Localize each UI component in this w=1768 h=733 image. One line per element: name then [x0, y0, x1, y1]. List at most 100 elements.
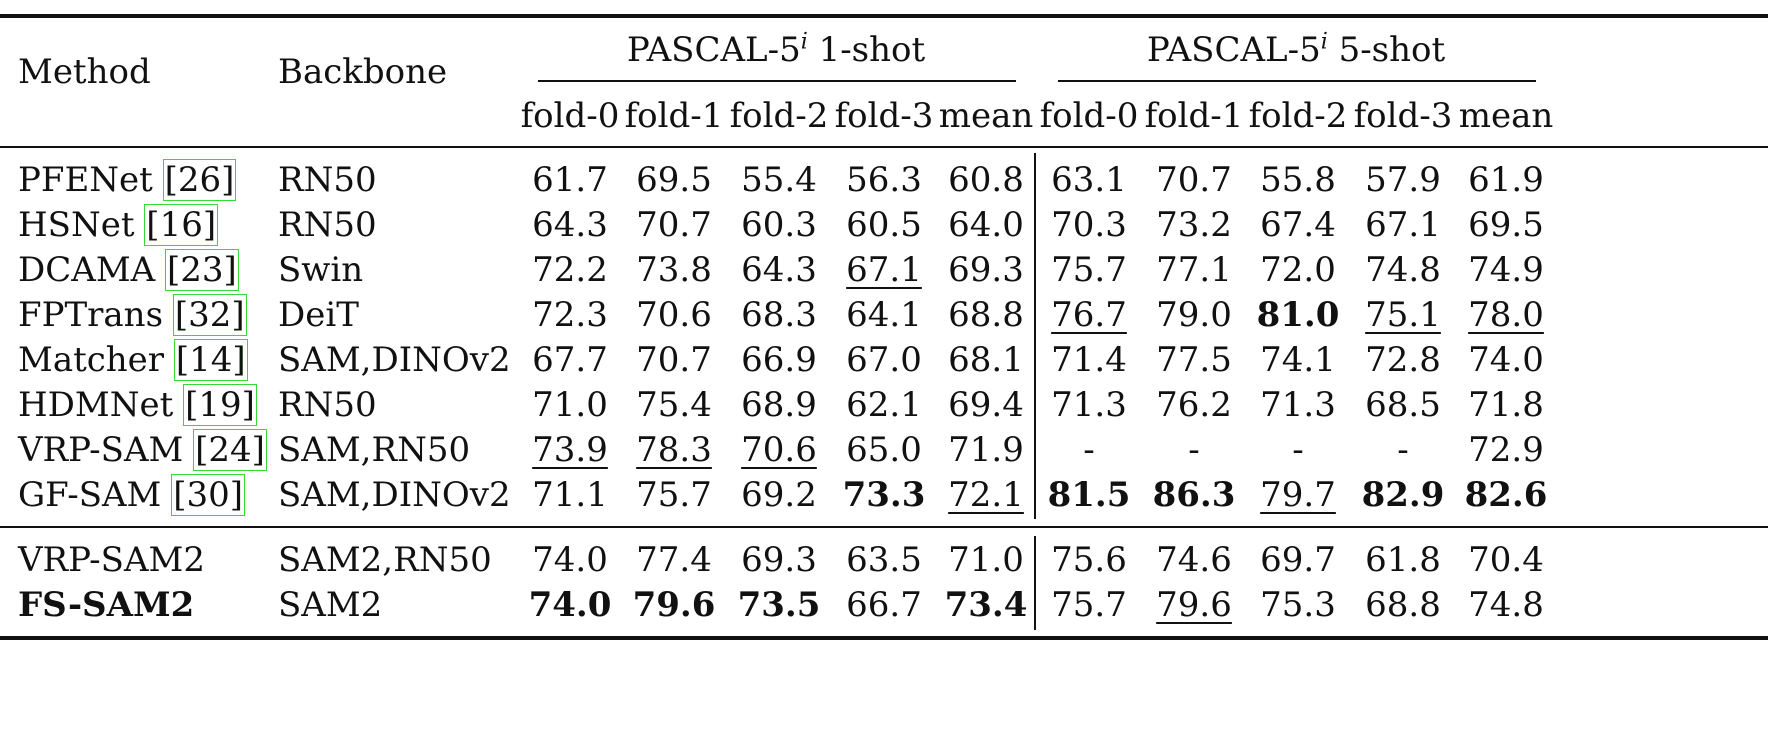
citation-link[interactable]: [32]	[172, 294, 247, 336]
value-cell: 74.1	[1260, 340, 1336, 380]
value-cell: 74.8	[1365, 250, 1441, 290]
citation-link[interactable]: [14]	[173, 339, 248, 381]
value-cell: 86.3	[1152, 475, 1236, 515]
value-cell: 74.9	[1468, 250, 1544, 290]
top-rule	[0, 14, 1768, 18]
method-name: HSNet	[18, 205, 135, 245]
value-cell: 74.0	[1468, 340, 1544, 380]
subheader-mean-5shot: mean	[1458, 96, 1554, 136]
citation-link[interactable]: [24]	[193, 429, 267, 471]
value-cell: 68.9	[741, 385, 817, 425]
value-cell: 77.5	[1156, 340, 1232, 380]
header-rule	[0, 146, 1768, 148]
value-cell: 75.7	[1051, 250, 1127, 290]
citation-number: 14	[189, 340, 233, 380]
method-name: FS-SAM2	[18, 585, 195, 625]
method-cell: Matcher [14]	[18, 339, 248, 381]
citation-link[interactable]: [30]	[171, 474, 245, 516]
value-cell: 77.4	[636, 540, 712, 580]
backbone-cell: SAM2,RN50	[278, 540, 492, 580]
value-cell: 71.0	[948, 540, 1024, 580]
value-cell: 69.4	[948, 385, 1024, 425]
value-cell: 71.3	[1051, 385, 1127, 425]
header-backbone: Backbone	[278, 52, 448, 92]
vertical-separator-bottom	[1034, 536, 1036, 630]
value-cell: 75.1	[1365, 295, 1441, 335]
method-name: FPTrans	[18, 295, 164, 335]
value-cell: 82.9	[1361, 475, 1445, 515]
value-cell: 82.6	[1464, 475, 1548, 515]
method-name: VRP-SAM2	[18, 540, 205, 580]
method-name: PFENet	[18, 160, 153, 200]
value-cell: 67.0	[846, 340, 922, 380]
citation-link[interactable]: [26]	[162, 159, 237, 201]
value-cell: 70.7	[636, 205, 712, 245]
value-cell: 79.7	[1260, 475, 1336, 515]
vertical-separator-top	[1034, 153, 1036, 519]
value-cell: 61.8	[1365, 540, 1441, 580]
method-name: DCAMA	[18, 250, 156, 290]
value-cell: 69.3	[948, 250, 1024, 290]
backbone-cell: SAM2	[278, 585, 383, 625]
value-cell: 70.4	[1468, 540, 1544, 580]
value-cell: 79.6	[632, 585, 716, 625]
value-cell: 69.5	[636, 160, 712, 200]
value-cell: 71.3	[1260, 385, 1336, 425]
value-cell: 61.9	[1468, 160, 1544, 200]
citation-link[interactable]: [16]	[144, 204, 219, 246]
value-cell: 73.3	[842, 475, 926, 515]
value-cell: 64.1	[846, 295, 922, 335]
subheader-fold-2-5shot: fold-2	[1248, 96, 1348, 136]
value-cell: 76.7	[1051, 295, 1127, 335]
value-cell: 78.0	[1468, 295, 1544, 335]
method-cell: VRP-SAM [24]	[18, 429, 267, 471]
value-cell: 61.7	[532, 160, 608, 200]
citation-link[interactable]: [23]	[165, 249, 239, 291]
header-group-1shot: PASCAL-5i 1-shot	[626, 29, 926, 70]
subheader-fold-0-5shot: fold-0	[1039, 96, 1139, 136]
method-cell: DCAMA [23]	[18, 249, 239, 291]
value-cell: 67.1	[846, 250, 922, 290]
value-cell: 69.3	[741, 540, 817, 580]
value-cell: 74.0	[532, 540, 608, 580]
value-cell: 69.2	[741, 475, 817, 515]
value-cell: 60.3	[741, 205, 817, 245]
value-cell: 75.6	[1051, 540, 1127, 580]
value-cell: 73.4	[944, 585, 1028, 625]
value-cell: -	[1188, 430, 1200, 470]
value-cell: 70.7	[636, 340, 712, 380]
value-cell: -	[1083, 430, 1095, 470]
value-cell: 60.8	[948, 160, 1024, 200]
subheader-fold-1-1shot: fold-1	[624, 96, 724, 136]
value-cell: 75.7	[636, 475, 712, 515]
value-cell: 73.8	[636, 250, 712, 290]
method-cell: PFENet [26]	[18, 159, 237, 201]
value-cell: 57.9	[1365, 160, 1441, 200]
value-cell: 74.8	[1468, 585, 1544, 625]
value-cell: 68.8	[948, 295, 1024, 335]
value-cell: 56.3	[846, 160, 922, 200]
value-cell: 70.3	[1051, 205, 1127, 245]
value-cell: 66.7	[846, 585, 922, 625]
value-cell: 73.5	[737, 585, 821, 625]
citation-link[interactable]: [19]	[183, 384, 257, 426]
citation-number: 24	[208, 430, 252, 470]
value-cell: 70.7	[1156, 160, 1232, 200]
value-cell: 79.0	[1156, 295, 1232, 335]
value-cell: 76.2	[1156, 385, 1232, 425]
subheader-fold-3-5shot: fold-3	[1353, 96, 1453, 136]
value-cell: 73.9	[532, 430, 608, 470]
citation-number: 26	[177, 160, 222, 200]
header-method: Method	[18, 52, 151, 92]
method-cell: HSNet [16]	[18, 204, 219, 246]
value-cell: 81.0	[1256, 295, 1340, 335]
subheader-fold-3-1shot: fold-3	[834, 96, 934, 136]
value-cell: 60.5	[846, 205, 922, 245]
value-cell: 65.0	[846, 430, 922, 470]
citation-number: 30	[186, 475, 230, 515]
value-cell: 71.0	[532, 385, 608, 425]
header-group-5shot: PASCAL-5i 5-shot	[1146, 29, 1446, 70]
value-cell: 72.9	[1468, 430, 1544, 470]
value-cell: 69.7	[1260, 540, 1336, 580]
